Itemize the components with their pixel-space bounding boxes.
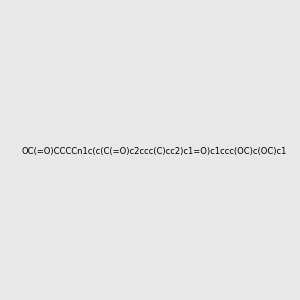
Text: OC(=O)CCCCn1c(c(C(=O)c2ccc(C)cc2)c1=O)c1ccc(OC)c(OC)c1: OC(=O)CCCCn1c(c(C(=O)c2ccc(C)cc2)c1=O)c1… [21,147,286,156]
